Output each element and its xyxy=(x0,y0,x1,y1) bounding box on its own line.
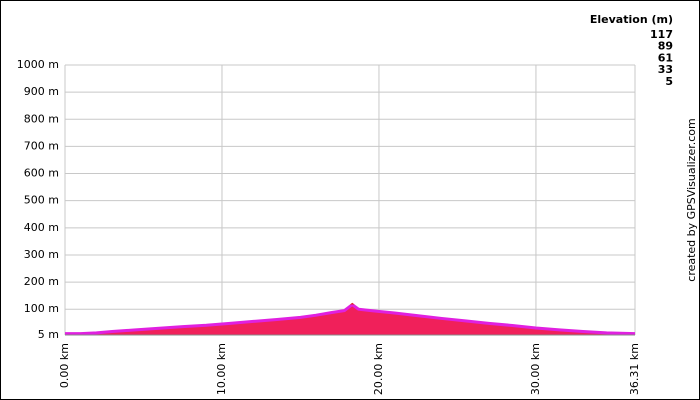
y-tick-label: 800 m xyxy=(24,112,59,125)
y-tick-label: 300 m xyxy=(24,248,59,261)
elevation-line xyxy=(65,302,636,336)
legend-item: 5 xyxy=(665,75,673,88)
y-tick-label: 1000 m xyxy=(17,58,59,71)
y-tick-label: 400 m xyxy=(24,221,59,234)
credit: created by GPSVisualizer.com xyxy=(685,118,698,281)
y-tick-label: 500 m xyxy=(24,194,59,207)
legend-item: 117 xyxy=(650,28,673,41)
legend-item: 61 xyxy=(658,51,673,64)
y-tick-label: 200 m xyxy=(24,275,59,288)
elevation-area xyxy=(65,304,635,335)
y-tick-label: 900 m xyxy=(24,85,59,98)
x-tick-label: 36.31 km xyxy=(628,343,641,395)
y-tick-label: 5 m xyxy=(38,328,59,341)
y-tick-label: 600 m xyxy=(24,167,59,180)
legend-title: Elevation (m) xyxy=(590,13,673,26)
legend-item: 33 xyxy=(658,63,673,76)
y-tick-label: 700 m xyxy=(24,139,59,152)
x-tick-label: 10.00 km xyxy=(215,343,228,395)
legend-item: 89 xyxy=(658,40,673,53)
x-tick-label: 30.00 km xyxy=(529,343,542,395)
x-tick-label: 0.00 km xyxy=(58,343,71,388)
x-tick-label: 20.00 km xyxy=(372,343,385,395)
y-tick-label: 100 m xyxy=(24,302,59,315)
